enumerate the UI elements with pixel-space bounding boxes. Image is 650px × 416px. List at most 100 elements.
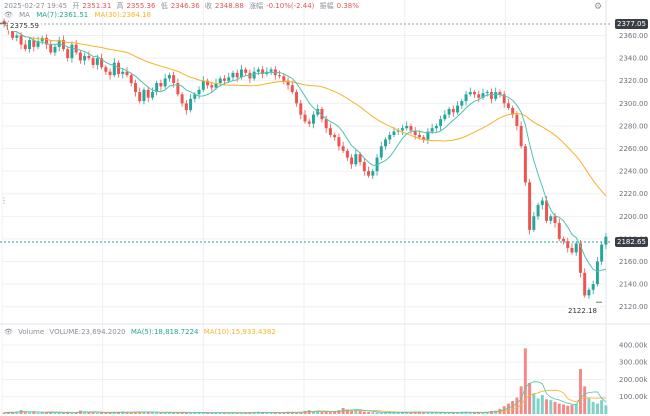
candle-body xyxy=(557,223,561,239)
volume-bar xyxy=(117,411,121,414)
candle-body xyxy=(210,85,214,88)
volume-bar xyxy=(324,411,328,414)
volume-bar xyxy=(528,382,532,414)
volume-bar xyxy=(112,412,116,414)
volume-bar xyxy=(125,412,129,414)
ma30-legend: MA(30):2364.18 xyxy=(94,11,151,19)
volume-bar xyxy=(57,412,61,414)
price-axis-label: 2120.00 xyxy=(619,303,648,311)
candle-body xyxy=(40,37,44,42)
candle-body xyxy=(371,171,375,176)
candle-body xyxy=(214,83,218,88)
volume-bar xyxy=(134,411,137,414)
volume-bar xyxy=(197,412,201,414)
volume-bar xyxy=(481,412,485,414)
candle-body xyxy=(189,98,193,111)
gear-icon[interactable]: ⚙ xyxy=(594,2,603,12)
candle-body xyxy=(409,125,413,131)
candle-body xyxy=(15,35,19,38)
volume-bar xyxy=(396,412,400,414)
candle-body xyxy=(413,130,417,135)
candle-body xyxy=(201,80,205,90)
volume-bar xyxy=(261,412,265,414)
volume-bar xyxy=(570,405,574,414)
volume-bar xyxy=(485,411,489,414)
candle-body xyxy=(375,157,379,172)
volume-bar xyxy=(460,411,464,414)
candle-body xyxy=(218,78,222,84)
volume-bar xyxy=(371,412,375,414)
ma7-line xyxy=(3,23,607,272)
volume-bar xyxy=(328,412,332,414)
candle-body xyxy=(172,75,176,84)
candle-body xyxy=(11,29,15,38)
volume-bar xyxy=(515,397,519,414)
candle-body xyxy=(384,139,388,147)
candle-body xyxy=(112,62,116,76)
candle-body xyxy=(456,105,460,113)
candle-body xyxy=(362,162,366,172)
volume-bar xyxy=(100,412,104,414)
price-axis-label: 2260.00 xyxy=(619,145,648,153)
volume-bar xyxy=(66,411,70,414)
candle-body xyxy=(163,78,167,87)
low-value: 2346.36 xyxy=(170,2,200,10)
candle-body xyxy=(91,58,95,65)
volume-bar xyxy=(36,412,40,414)
candle-body xyxy=(350,157,354,165)
datetime-label: 2025-02-27 19:45 xyxy=(4,2,68,10)
volume-bar xyxy=(244,412,248,414)
candle-body xyxy=(227,77,231,81)
ohlc-header: 2025-02-27 19:45 开 2351.31 高 2355.36 低 2346… xyxy=(4,1,362,11)
high-caption: 高 xyxy=(116,2,124,10)
candle-body xyxy=(354,154,358,165)
eye-icon[interactable]: 👁 xyxy=(4,11,13,19)
candle-body xyxy=(600,244,604,262)
volume-bar xyxy=(536,398,540,414)
pin-icon[interactable]: ⋮ xyxy=(0,196,8,205)
volume-bar xyxy=(193,412,197,414)
volume-bar xyxy=(506,403,510,414)
volume-bar xyxy=(83,411,87,414)
candle-body xyxy=(328,128,332,135)
candle-body xyxy=(468,92,472,95)
close-value: 2348.88 xyxy=(214,2,244,10)
change-value: -0.10%(-2.44) xyxy=(266,2,315,10)
candle-body xyxy=(19,35,23,45)
candle-body xyxy=(392,131,396,135)
volume-bar xyxy=(150,412,154,414)
candle-body xyxy=(45,37,48,45)
candle-body xyxy=(108,71,112,76)
volume-bar xyxy=(591,401,595,414)
volume-legend: 👁 Volume VOLUME:23,694.2020 MA(5):18,818… xyxy=(4,328,279,336)
low-caption: 低 xyxy=(160,2,168,10)
candle-body xyxy=(549,216,553,221)
candle-body xyxy=(231,72,235,78)
volume-bar xyxy=(583,386,587,414)
candle-body xyxy=(66,49,70,59)
volume-bar xyxy=(439,412,443,414)
volume-bar xyxy=(155,412,159,414)
open-value: 2351.31 xyxy=(82,2,112,10)
volume-bar xyxy=(167,412,171,414)
volume-bar xyxy=(252,412,256,414)
candle-body xyxy=(150,92,154,98)
candle-body xyxy=(28,40,32,50)
candle-body xyxy=(451,108,455,113)
volume-bar xyxy=(146,412,150,414)
top-price-tag: 2377.05 xyxy=(615,19,648,29)
price-axis-label: 2360.00 xyxy=(619,32,648,40)
candle-body xyxy=(269,69,273,72)
volume-bar xyxy=(574,403,578,414)
volume-bar xyxy=(121,411,125,414)
volume-bar xyxy=(159,412,163,414)
candle-body xyxy=(295,92,299,104)
eye-icon[interactable]: 👁 xyxy=(4,328,13,336)
volume-axis-label: 400.00k xyxy=(619,341,648,349)
candle-body xyxy=(379,146,383,158)
candle-body xyxy=(578,243,582,273)
change-caption: 涨幅 xyxy=(249,2,264,10)
volume-bar xyxy=(540,395,544,414)
volume-bar xyxy=(456,412,460,414)
